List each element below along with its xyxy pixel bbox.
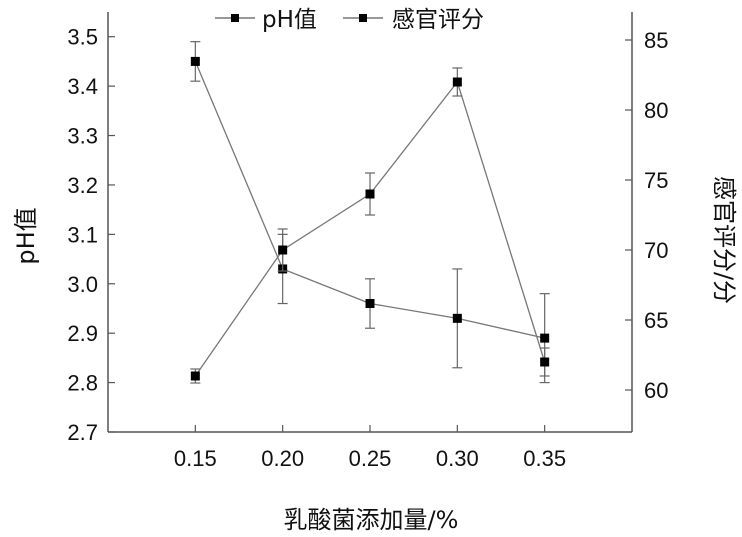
y-left-tick-label: 3.3: [67, 124, 98, 149]
y-right-tick-label: 75: [644, 168, 668, 193]
data-point-ph: [540, 333, 550, 343]
x-tick-label: 0.30: [436, 446, 479, 471]
axes-layer: 0.15 0.20 0.25 0.30 0.35 2.7 2.8 2.9 3.0 3.1 3.2 3.…: [67, 12, 668, 471]
x-tick-label: 0.25: [349, 446, 392, 471]
y-right-tick-label: 80: [644, 98, 668, 123]
legend-label-sensory: 感官评分: [392, 7, 484, 33]
legend-marker-ph: [231, 14, 239, 22]
data-point-ph: [365, 299, 375, 309]
series-layer: [190, 41, 550, 384]
y-right-tick-label: 85: [644, 28, 668, 53]
y-left-tick-label: 3.2: [67, 173, 98, 198]
legend-label-ph: pH值: [262, 7, 317, 33]
data-point-ph: [452, 313, 462, 323]
legend: pH值 感官评分: [215, 7, 484, 33]
y-left-tick-label: 2.8: [67, 371, 98, 396]
y-axis-title-left: pH值: [12, 207, 40, 264]
y-left-tick-label: 3.5: [67, 25, 98, 50]
y-right-tick-label: 70: [644, 238, 668, 263]
data-point-sensory: [452, 77, 462, 87]
x-tick-label: 0.20: [261, 446, 304, 471]
data-point-sensory: [278, 245, 288, 255]
y-left-tick-label: 3.0: [67, 272, 98, 297]
y-left-tick-label: 3.1: [67, 222, 98, 247]
legend-marker-sensory: [359, 14, 367, 22]
y-axis-title-right: 感官评分/分: [710, 176, 738, 304]
data-point-sensory: [365, 189, 375, 199]
data-point-sensory: [190, 371, 200, 381]
x-axis-title: 乳酸菌添加量/%: [284, 506, 459, 534]
y-right-tick-label: 65: [644, 308, 668, 333]
y-left-tick-label: 2.7: [67, 420, 98, 445]
data-point-ph: [190, 56, 200, 66]
data-point-sensory: [540, 357, 550, 367]
x-tick-label: 0.15: [174, 446, 217, 471]
y-left-tick-label: 2.9: [67, 321, 98, 346]
series-line-sensory: [194, 80, 546, 377]
x-tick-label: 0.35: [523, 446, 566, 471]
y-right-tick-label: 60: [644, 378, 668, 403]
y-left-tick-label: 3.4: [67, 74, 98, 99]
